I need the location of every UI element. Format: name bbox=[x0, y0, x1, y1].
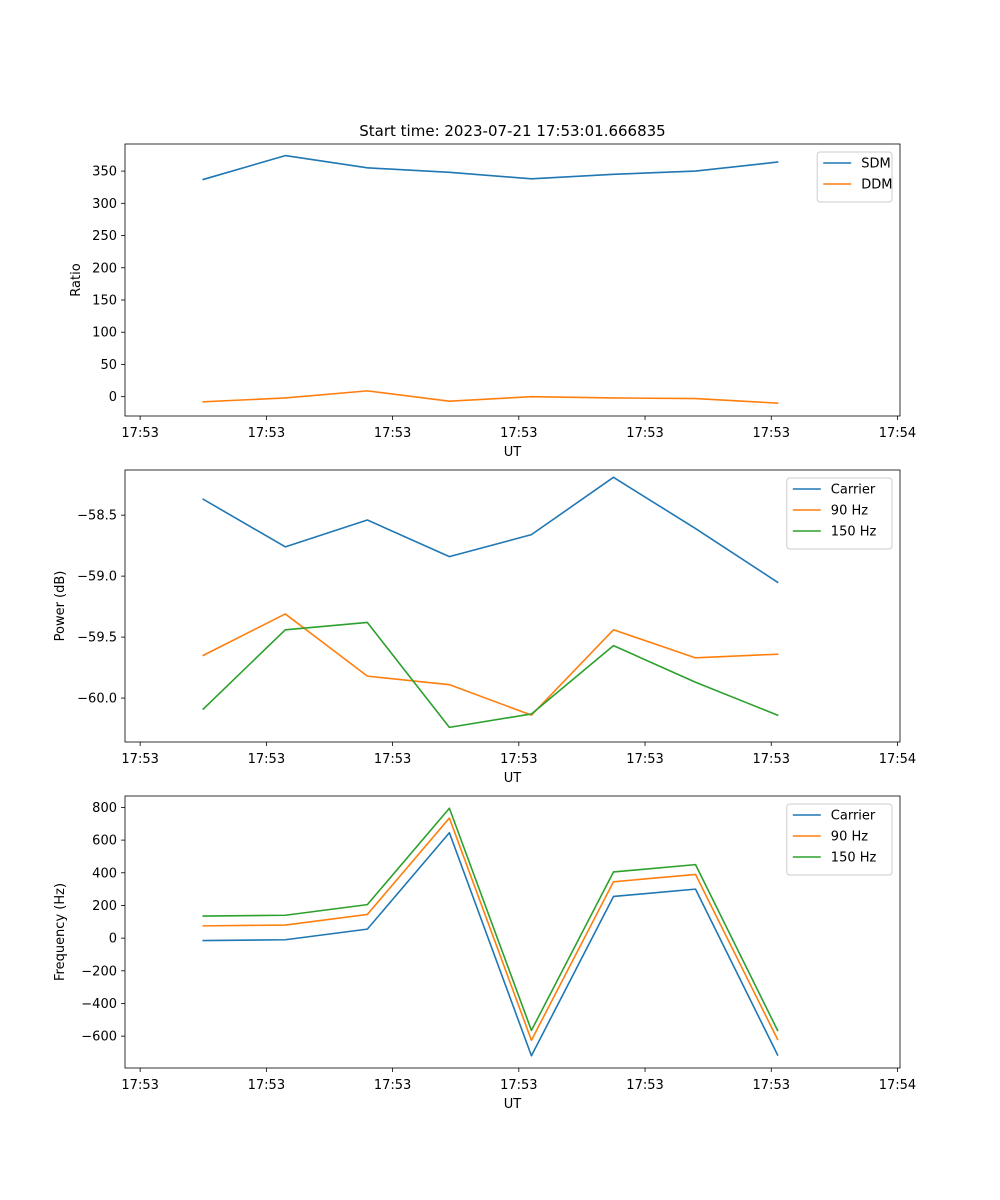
x-tick-label: 17:53 bbox=[121, 426, 158, 441]
series-line-carrier bbox=[202, 831, 779, 1057]
x-tick-label: 17:53 bbox=[374, 1078, 411, 1093]
chart-1: 17:53 17:53 17:53 17:53 17:53 17:53 17:54 0 50 10… bbox=[69, 143, 916, 460]
x-tick-label: 17:53 bbox=[626, 752, 663, 767]
y-tick-label: 50 bbox=[100, 358, 117, 373]
y-tick-label: 600 bbox=[92, 834, 117, 849]
y-tick-label: −400 bbox=[81, 997, 117, 1012]
x-tick-label: 17:53 bbox=[500, 752, 537, 767]
y-tick-label: −59.5 bbox=[77, 631, 117, 646]
x-tick-label: 17:54 bbox=[879, 426, 916, 441]
y-tick-label: −200 bbox=[81, 964, 117, 979]
x-tick-label: 17:53 bbox=[626, 1078, 663, 1093]
x-tick-label: 17:54 bbox=[879, 752, 916, 767]
chart-2: 17:53 17:53 17:53 17:53 17:53 17:53 17:54 −60.0… bbox=[53, 469, 916, 786]
legend-label: 150 Hz bbox=[831, 851, 877, 866]
x-tick-label: 17:53 bbox=[248, 752, 285, 767]
x-tick-label: 17:53 bbox=[248, 426, 285, 441]
y-tick-label: −59.0 bbox=[77, 570, 117, 585]
series-line-150-hz bbox=[202, 621, 779, 729]
y-tick-label: 0 bbox=[109, 390, 117, 405]
axes-frame bbox=[124, 143, 901, 417]
x-tick-label: 17:53 bbox=[248, 1078, 285, 1093]
y-tick-label: −58.5 bbox=[77, 509, 117, 524]
figure-title: Start time: 2023-07-21 17:53:01.666835 bbox=[359, 122, 665, 140]
series-line-150-hz bbox=[202, 807, 779, 1032]
series-line-carrier bbox=[202, 476, 779, 584]
series-line-ddm bbox=[202, 390, 779, 404]
axes-frame bbox=[124, 469, 901, 743]
series-line-90-hz bbox=[202, 613, 779, 716]
legend-label: DDM bbox=[861, 178, 892, 193]
legend-label: Carrier bbox=[831, 483, 876, 498]
y-axis-label: Frequency (Hz) bbox=[53, 883, 68, 981]
axes-frame bbox=[124, 795, 901, 1069]
x-tick-label: 17:53 bbox=[121, 752, 158, 767]
x-tick-label: 17:53 bbox=[753, 752, 790, 767]
y-tick-label: 350 bbox=[92, 165, 117, 180]
y-tick-label: 200 bbox=[92, 261, 117, 276]
x-tick-label: 17:53 bbox=[753, 426, 790, 441]
x-axis-label: UT bbox=[504, 445, 522, 460]
x-tick-label: 17:53 bbox=[500, 426, 537, 441]
y-tick-label: 100 bbox=[92, 326, 117, 341]
x-tick-label: 17:53 bbox=[374, 752, 411, 767]
series-line-sdm bbox=[202, 154, 779, 181]
y-tick-label: 150 bbox=[92, 293, 117, 308]
y-tick-label: 300 bbox=[92, 197, 117, 212]
x-tick-label: 17:53 bbox=[753, 1078, 790, 1093]
y-tick-label: 0 bbox=[109, 932, 117, 947]
x-tick-label: 17:53 bbox=[626, 426, 663, 441]
y-tick-label: 800 bbox=[92, 801, 117, 816]
legend-label: 150 Hz bbox=[831, 525, 877, 540]
y-tick-label: 200 bbox=[92, 899, 117, 914]
y-axis-label: Ratio bbox=[69, 263, 84, 296]
x-tick-label: 17:53 bbox=[374, 426, 411, 441]
x-tick-label: 17:53 bbox=[500, 1078, 537, 1093]
x-tick-label: 17:54 bbox=[879, 1078, 916, 1093]
y-axis-label: Power (dB) bbox=[53, 571, 68, 642]
x-axis-label: UT bbox=[504, 1097, 522, 1112]
y-tick-label: 250 bbox=[92, 229, 117, 244]
y-tick-label: −600 bbox=[81, 1030, 117, 1045]
legend-box bbox=[816, 151, 893, 203]
chart-3: 17:53 17:53 17:53 17:53 17:53 17:53 17:54 −600 −… bbox=[53, 795, 916, 1112]
legend: SDM DDM bbox=[816, 151, 893, 203]
legend: Carrier 90 Hz 150 Hz bbox=[786, 803, 893, 876]
y-tick-label: 400 bbox=[92, 866, 117, 881]
x-axis-label: UT bbox=[504, 771, 522, 786]
legend-label: Carrier bbox=[831, 809, 876, 824]
series-line-90-hz bbox=[202, 817, 779, 1042]
legend: Carrier 90 Hz 150 Hz bbox=[786, 477, 893, 550]
legend-label: 90 Hz bbox=[831, 830, 868, 845]
subplots: 17:53 17:53 17:53 17:53 17:53 17:53 17:54 0 50 10… bbox=[53, 143, 916, 1112]
x-tick-label: 17:53 bbox=[121, 1078, 158, 1093]
y-tick-label: −60.0 bbox=[77, 692, 117, 707]
legend-label: SDM bbox=[861, 157, 890, 172]
legend-label: 90 Hz bbox=[831, 504, 868, 519]
